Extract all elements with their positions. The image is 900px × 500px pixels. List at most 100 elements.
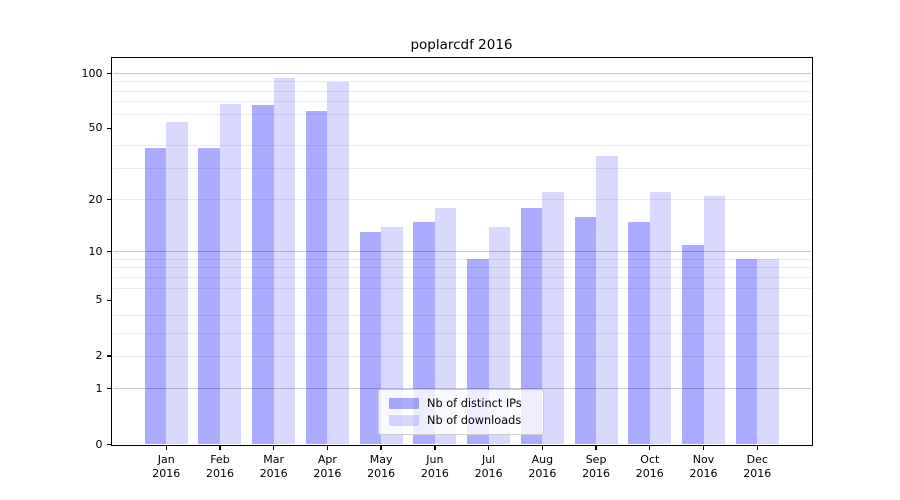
x-tick-label: Jul 2016 — [457, 453, 521, 482]
y-minor-gridline — [112, 101, 811, 103]
x-tick-year: 2016 — [528, 467, 557, 480]
bar-mar-distinct-ips — [252, 105, 274, 445]
x-tick-year: 2016 — [152, 467, 181, 480]
y-minor-gridline — [112, 145, 811, 147]
bar-nov-downloads — [703, 196, 726, 445]
x-tick-mark — [165, 446, 167, 451]
x-tick-year: 2016 — [582, 467, 611, 480]
y-minor-gridline — [112, 314, 811, 316]
y-minor-gridline — [112, 332, 811, 334]
y-tick-label: 10 — [88, 244, 103, 258]
x-tick-month: Jun — [426, 452, 444, 466]
y-minor-gridline — [112, 113, 811, 115]
y-minor-gridline — [112, 276, 811, 278]
bar-aug-downloads — [542, 192, 564, 445]
y-tick-label: 0 — [95, 437, 103, 451]
x-tick-year: 2016 — [313, 467, 342, 480]
bar-oct-distinct-ips — [628, 221, 650, 445]
x-tick-year: 2016 — [205, 467, 234, 480]
chart-title: poplarcdf 2016 — [410, 37, 513, 53]
x-tick-label: May 2016 — [349, 453, 413, 482]
bar-jan-downloads — [166, 122, 188, 445]
legend-entry-distinct-ips: Nb of distinct IPs — [389, 397, 543, 410]
x-tick-mark — [434, 446, 436, 451]
y-tick-mark — [106, 299, 111, 302]
x-tick-mark — [487, 446, 490, 451]
bar-aug-distinct-ips — [520, 207, 543, 445]
legend-label-downloads: Nb of downloads — [427, 414, 522, 427]
x-tick-mark — [702, 446, 705, 451]
y-minor-gridline — [112, 355, 811, 357]
y-tick-label: 5 — [95, 293, 103, 307]
bar-may-distinct-ips — [359, 232, 382, 445]
x-tick-label: Nov 2016 — [672, 453, 736, 482]
x-tick-year: 2016 — [635, 467, 664, 480]
bar-jun-distinct-ips — [413, 221, 435, 445]
x-tick-label: Aug 2016 — [510, 453, 574, 482]
x-tick-month: May — [369, 452, 393, 466]
y-tick-mark — [106, 127, 111, 130]
x-tick-month: Feb — [210, 452, 230, 466]
x-tick-year: 2016 — [743, 467, 772, 480]
x-tick-year: 2016 — [689, 467, 718, 480]
bar-oct-downloads — [649, 192, 672, 445]
x-tick-label: Feb 2016 — [188, 453, 252, 482]
x-tick-mark — [380, 446, 382, 451]
y-major-gridline — [112, 251, 811, 253]
x-tick-month: Mar — [263, 452, 285, 466]
y-tick-mark — [106, 443, 111, 446]
y-minor-gridline — [112, 258, 811, 260]
y-tick-label: 20 — [88, 192, 103, 206]
x-tick-year: 2016 — [367, 467, 396, 480]
legend-swatch-distinct-ips — [389, 398, 419, 409]
x-tick-month: Jul — [481, 452, 496, 466]
x-tick-label: Sep 2016 — [564, 453, 628, 482]
x-tick-label: Mar 2016 — [242, 453, 306, 482]
y-tick-mark — [106, 72, 111, 75]
x-tick-year: 2016 — [474, 467, 503, 480]
x-tick-label: Dec 2016 — [725, 453, 789, 482]
bar-jan-distinct-ips — [144, 147, 167, 445]
legend-swatch-downloads — [389, 415, 419, 426]
bar-dec-downloads — [757, 259, 779, 445]
x-tick-month: Oct — [640, 452, 660, 466]
bar-apr-distinct-ips — [305, 111, 328, 445]
legend-label-distinct-ips: Nb of distinct IPs — [427, 397, 522, 410]
y-minor-gridline — [112, 287, 811, 289]
y-tick-mark — [106, 355, 111, 357]
y-minor-gridline — [112, 90, 811, 92]
x-tick-label: Apr 2016 — [295, 453, 359, 482]
y-tick-label: 50 — [88, 121, 103, 135]
x-tick-month: Aug — [531, 452, 554, 466]
x-tick-mark — [272, 446, 275, 451]
y-tick-label: 2 — [95, 349, 103, 363]
x-tick-month: Apr — [317, 452, 337, 466]
y-minor-gridline — [112, 199, 811, 201]
x-tick-year: 2016 — [259, 467, 288, 480]
y-major-gridline — [112, 388, 811, 390]
y-minor-gridline — [112, 167, 811, 169]
x-tick-mark — [541, 446, 544, 451]
x-tick-mark — [756, 446, 758, 451]
bar-feb-distinct-ips — [198, 147, 220, 445]
y-minor-gridline — [112, 81, 811, 83]
bar-nov-distinct-ips — [682, 244, 704, 445]
x-tick-month: Dec — [746, 452, 768, 466]
bar-sep-distinct-ips — [574, 216, 597, 445]
y-tick-mark — [106, 251, 111, 253]
x-tick-month: Nov — [692, 452, 715, 466]
x-tick-label: Oct 2016 — [618, 453, 682, 482]
x-tick-mark — [595, 446, 597, 451]
bar-dec-distinct-ips — [735, 259, 758, 445]
legend-entry-downloads: Nb of downloads — [389, 414, 543, 427]
y-tick-label: 1 — [95, 381, 103, 395]
legend: Nb of distinct IPs Nb of downloads — [378, 389, 544, 435]
bar-feb-downloads — [219, 104, 242, 445]
bar-sep-downloads — [596, 156, 618, 445]
bar-mar-downloads — [273, 77, 296, 445]
x-tick-mark — [219, 446, 221, 451]
y-minor-gridline — [112, 267, 811, 269]
x-tick-month: Jan — [157, 452, 175, 466]
x-tick-label: Jun 2016 — [403, 453, 467, 482]
